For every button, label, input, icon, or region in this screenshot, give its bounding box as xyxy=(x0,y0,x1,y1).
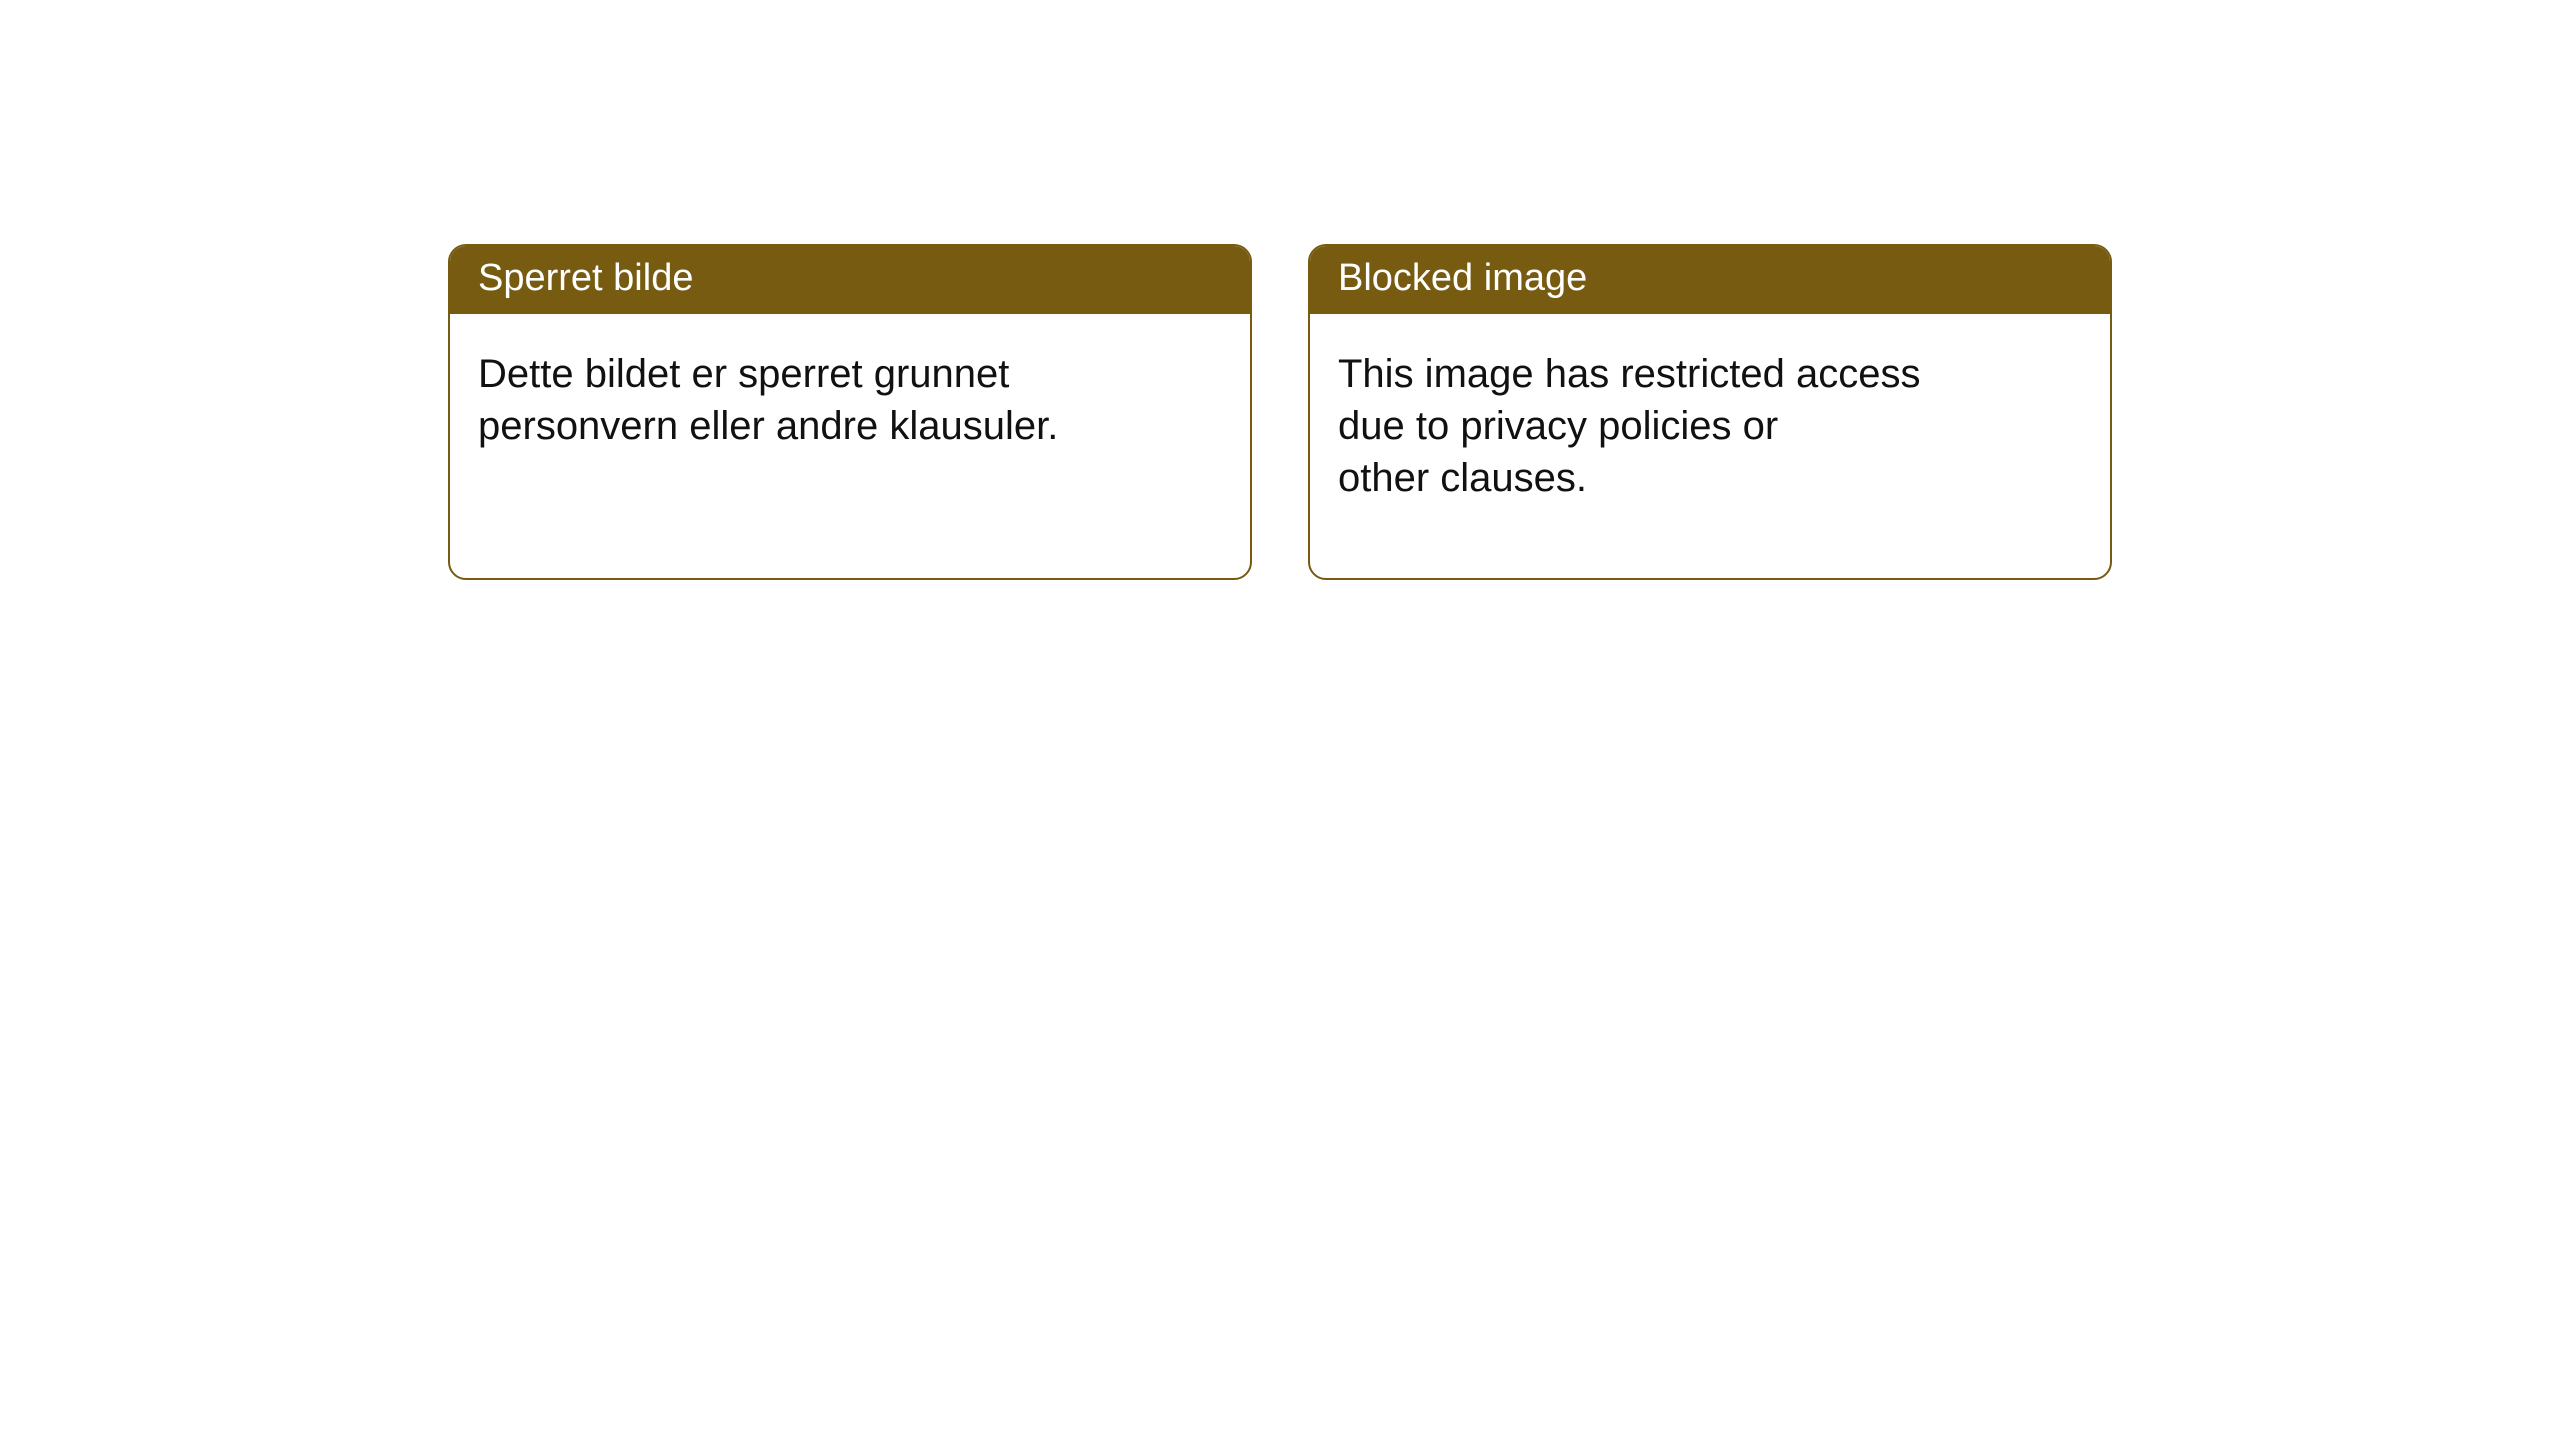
notice-card-right: Blocked image This image has restricted … xyxy=(1308,244,2112,580)
notice-card-left-body: Dette bildet er sperret grunnet personve… xyxy=(450,314,1250,486)
notice-card-row: Sperret bilde Dette bildet er sperret gr… xyxy=(0,0,2560,580)
notice-card-left: Sperret bilde Dette bildet er sperret gr… xyxy=(448,244,1252,580)
notice-card-right-title: Blocked image xyxy=(1310,246,2110,314)
notice-card-right-body: This image has restricted access due to … xyxy=(1310,314,2110,538)
notice-card-left-title: Sperret bilde xyxy=(450,246,1250,314)
